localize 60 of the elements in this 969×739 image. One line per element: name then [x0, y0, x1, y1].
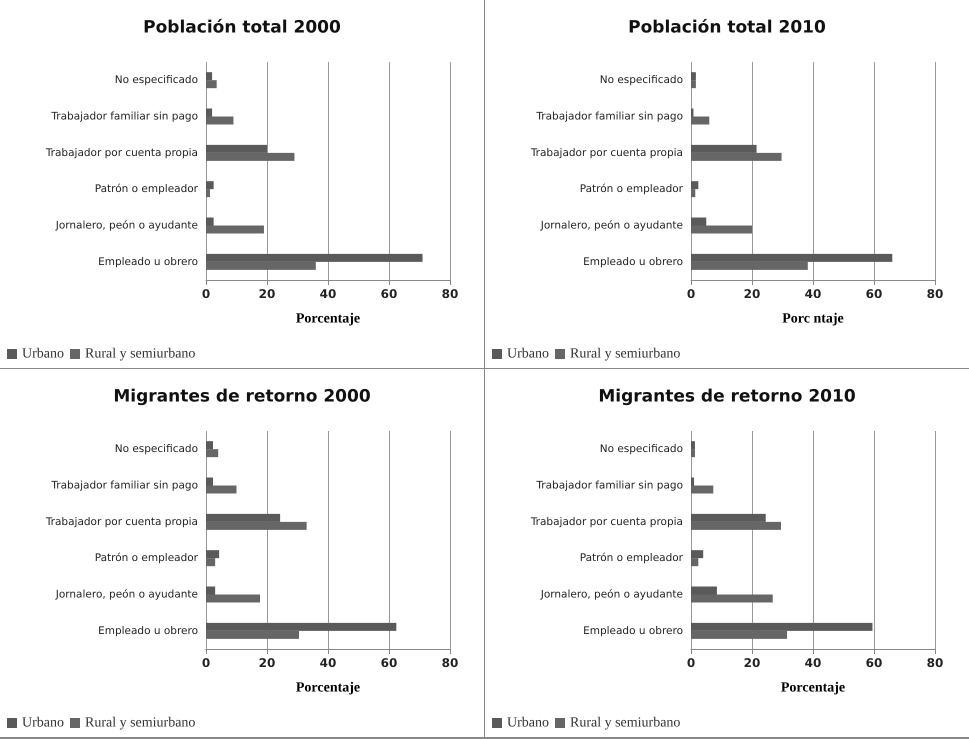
y-tick-label: Jornalero, peón o ayudante [54, 588, 198, 600]
y-tick-label: Trabajador familiar sin pago [535, 480, 683, 492]
x-tick-label: 0 [202, 656, 210, 670]
y-tick-label: No especificado [600, 443, 683, 456]
x-axis-title: Porcentaje [296, 312, 360, 326]
x-tick-label: 80 [442, 287, 458, 301]
chart-title: Migrantes de retorno 2010 [598, 386, 856, 406]
y-tick-label: Trabajador por cuenta propia [530, 146, 683, 159]
y-tick-label: Jornalero, peón o ayudante [540, 588, 683, 600]
x-tick-label: 80 [926, 656, 944, 670]
y-tick-label: Trabajador familiar sin pago [535, 110, 683, 122]
y-tick-label: No especificado [600, 74, 683, 86]
x-tick-label: 0 [686, 287, 696, 301]
y-tick-label: Trabajador familiar sin pago [50, 110, 198, 122]
legend-label: Urbano [22, 716, 64, 730]
x-tick-label: 20 [744, 656, 760, 670]
legend-label: Rural y semiurbano [570, 346, 680, 362]
x-tick-label: 60 [866, 287, 882, 301]
y-tick-label: No especificado [114, 443, 198, 456]
x-tick-label: 0 [202, 287, 210, 301]
x-tick-label: 40 [320, 287, 336, 301]
x-tick-label: 80 [926, 287, 944, 301]
x-tick-label: 20 [258, 287, 276, 301]
y-tick-label: Trabajador familiar sin pago [50, 480, 198, 492]
y-tick-label: Jornalero, peón o ayudante [540, 220, 683, 232]
y-tick-label: Trabajador por cuenta propia [44, 146, 198, 159]
x-axis-title: Porcentaje [780, 680, 846, 696]
chart-title: Migrantes de retorno 2000 [113, 386, 371, 406]
y-tick-label: Patrón o empleador [94, 552, 199, 564]
chart-title: Población total 2000 [143, 18, 341, 38]
legend-label: Urbano [22, 346, 64, 362]
chart-title: Población total 2010 [628, 18, 826, 38]
x-tick-label: 40 [804, 287, 822, 301]
legend-label: Rural y semiurbano [570, 716, 680, 730]
x-tick-label: 40 [804, 656, 822, 670]
x-tick-label: 80 [442, 656, 458, 670]
x-tick-label: 20 [744, 287, 760, 301]
x-axis-title: Porc ntaje [782, 312, 844, 326]
y-tick-label: Patrón o empleador [94, 183, 199, 196]
y-tick-label: No especificado [114, 74, 198, 86]
y-tick-label: Jornalero, peón o ayudante [54, 220, 198, 232]
x-tick-label: 60 [380, 287, 398, 301]
x-tick-label: 0 [686, 656, 696, 670]
y-tick-label: Empleado u obrero [98, 256, 198, 268]
legend-label: Rural y semiurbano [84, 346, 196, 362]
y-tick-label: Empleado u obrero [98, 624, 198, 637]
y-tick-label: Empleado u obrero [583, 624, 683, 637]
legend-label: Urbano [507, 346, 549, 362]
y-tick-label: Trabajador por cuenta propia [44, 516, 198, 528]
y-tick-label: Trabajador por cuenta propia [530, 516, 683, 528]
y-tick-label: Empleado u obrero [583, 256, 683, 268]
legend-label: Rural y semiurbano [84, 716, 196, 730]
x-tick-label: 40 [320, 656, 336, 670]
y-tick-label: Patrón o empleador [580, 183, 684, 196]
x-tick-label: 60 [866, 656, 882, 670]
x-tick-label: 60 [380, 656, 398, 670]
legend-label: Urbano [507, 716, 549, 730]
x-tick-label: 20 [258, 656, 276, 670]
y-tick-label: Patrón o empleador [580, 552, 684, 564]
x-axis-title: Porcentaje [296, 680, 360, 696]
